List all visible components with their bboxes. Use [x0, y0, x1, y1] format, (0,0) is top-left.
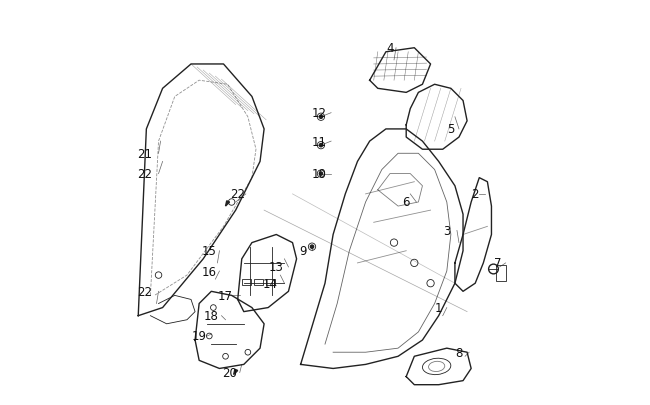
Text: 20: 20: [222, 366, 237, 379]
Text: 6: 6: [402, 196, 410, 209]
Text: 7: 7: [494, 257, 501, 270]
Text: 2: 2: [471, 188, 479, 201]
Text: 3: 3: [443, 224, 450, 237]
Text: 22: 22: [137, 168, 152, 181]
Text: 4: 4: [386, 42, 394, 55]
Text: 21: 21: [137, 147, 152, 160]
Text: 11: 11: [311, 135, 326, 148]
Text: 18: 18: [204, 309, 219, 322]
Text: 10: 10: [311, 168, 326, 181]
Text: 9: 9: [299, 245, 306, 258]
Text: 16: 16: [202, 265, 217, 278]
Text: 22: 22: [137, 285, 152, 298]
Bar: [254, 279, 263, 286]
Text: 22: 22: [230, 188, 245, 201]
Text: 1: 1: [435, 301, 443, 314]
Polygon shape: [226, 201, 229, 207]
Circle shape: [319, 144, 322, 147]
Text: 19: 19: [192, 330, 207, 343]
Text: 14: 14: [263, 277, 278, 290]
Text: 5: 5: [447, 123, 454, 136]
Bar: [242, 279, 251, 286]
Polygon shape: [233, 369, 238, 375]
Circle shape: [319, 173, 322, 176]
Text: 17: 17: [218, 289, 233, 302]
Text: 8: 8: [455, 346, 463, 359]
Text: 13: 13: [269, 261, 283, 274]
Bar: [266, 279, 275, 286]
Bar: [495, 265, 506, 281]
Circle shape: [311, 245, 314, 249]
Circle shape: [319, 116, 322, 119]
Text: 12: 12: [311, 107, 326, 120]
Text: 15: 15: [202, 245, 216, 258]
